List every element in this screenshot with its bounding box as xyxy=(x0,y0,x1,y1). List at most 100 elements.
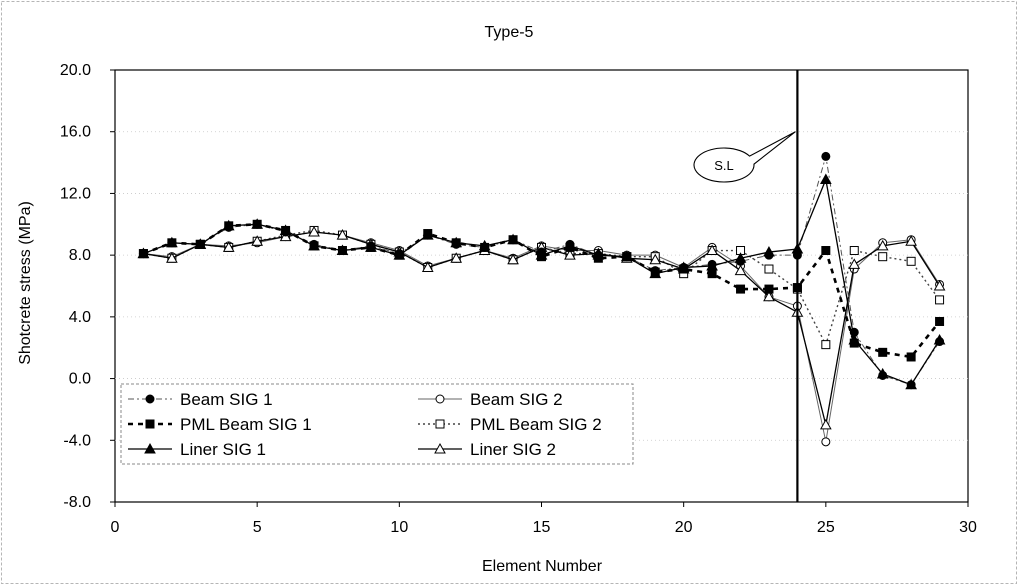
x-tick-label: 15 xyxy=(533,519,551,536)
data-point xyxy=(450,236,463,248)
legend-entry: Liner SIG 1 xyxy=(128,440,266,459)
data-point xyxy=(564,239,576,251)
data-point xyxy=(365,241,377,252)
y-tick-label: 20.0 xyxy=(60,62,91,79)
y-tick-label: 12.0 xyxy=(60,185,91,202)
x-tick-label: 10 xyxy=(390,519,408,536)
data-point xyxy=(905,378,917,390)
series-liner-sig-1 xyxy=(137,173,946,390)
chart-title: Type-5 xyxy=(485,24,534,41)
data-point xyxy=(535,249,548,260)
legend-entry: Beam SIG 2 xyxy=(418,390,563,409)
data-point xyxy=(876,367,889,379)
data-point xyxy=(764,284,774,294)
x-tick-label: 30 xyxy=(959,519,977,536)
annotation-text: S.L xyxy=(714,158,734,173)
data-point xyxy=(821,437,831,447)
legend-label: PML Beam SIG 2 xyxy=(470,415,602,434)
legend-entry: Beam SIG 1 xyxy=(128,390,273,409)
legend-entry: Liner SIG 2 xyxy=(418,440,556,459)
data-point xyxy=(764,264,774,274)
legend-marker xyxy=(145,419,155,429)
legend-label: PML Beam SIG 1 xyxy=(180,415,312,434)
legend-box xyxy=(120,383,634,465)
data-point xyxy=(137,247,150,259)
axis-ticks: -8.0 -4.0 0.0 4.0 8.0 12.0 16.0 20.0 0 5 10 15 20 25 3… xyxy=(60,62,977,536)
data-point xyxy=(819,173,832,185)
data-point xyxy=(707,269,717,279)
data-point xyxy=(734,252,747,263)
data-point xyxy=(906,256,916,266)
data-point xyxy=(507,253,519,265)
x-tick-label: 5 xyxy=(253,519,262,536)
legend-marker xyxy=(435,394,445,404)
data-point xyxy=(308,239,320,251)
x-tick-label: 0 xyxy=(111,519,120,536)
data-point xyxy=(450,252,463,263)
data-point xyxy=(336,229,349,240)
x-tick-label: 25 xyxy=(817,519,835,536)
data-point xyxy=(279,224,292,235)
y-tick-label: 8.0 xyxy=(69,247,91,264)
legend: Beam SIG 1 Beam SIG 2 PML Beam SIG 1 PML Be… xyxy=(120,383,634,465)
data-point xyxy=(620,250,633,262)
y-tick-label: 16.0 xyxy=(60,124,91,141)
data-point xyxy=(564,249,576,260)
data-point xyxy=(336,244,349,256)
legend-marker xyxy=(435,419,445,429)
y-tick-label: -4.0 xyxy=(63,432,91,449)
data-point xyxy=(849,246,859,256)
data-point xyxy=(763,290,775,302)
y-tick-label: 0.0 xyxy=(69,371,91,388)
x-tick-label: 20 xyxy=(675,519,693,536)
data-point xyxy=(222,219,235,231)
data-point xyxy=(194,238,207,249)
data-point xyxy=(878,347,888,357)
legend-entry: PML Beam SIG 2 xyxy=(418,415,602,434)
data-point xyxy=(507,233,519,245)
data-point xyxy=(933,333,946,345)
data-point xyxy=(878,252,888,262)
legend-marker xyxy=(434,442,446,454)
data-point xyxy=(649,253,662,265)
data-point xyxy=(821,340,831,350)
data-point xyxy=(393,249,406,260)
annotation-callout xyxy=(693,131,796,183)
data-point xyxy=(308,225,320,237)
data-point xyxy=(166,252,178,263)
data-point xyxy=(706,259,718,271)
legend-entry: PML Beam SIG 1 xyxy=(128,415,312,434)
legend-marker xyxy=(145,394,155,404)
data-point xyxy=(848,333,861,345)
data-point xyxy=(251,218,264,229)
data-point xyxy=(592,249,605,260)
data-point xyxy=(906,352,916,362)
data-point xyxy=(935,295,945,305)
data-point xyxy=(251,235,264,246)
data-point xyxy=(421,261,434,272)
data-point xyxy=(222,241,235,252)
legend-label: Liner SIG 2 xyxy=(470,440,556,459)
data-point xyxy=(876,239,889,251)
y-tick-label: 4.0 xyxy=(69,309,91,326)
sl-annotation: S.L xyxy=(693,131,796,183)
data-point xyxy=(848,258,861,269)
data-point xyxy=(933,279,946,291)
data-point xyxy=(166,236,178,248)
data-point xyxy=(763,246,775,257)
x-axis-label: Element Number xyxy=(482,558,603,575)
data-point xyxy=(421,229,434,240)
data-point xyxy=(677,261,690,272)
y-axis-label: Shotcrete stress (MPa) xyxy=(17,201,34,365)
data-point xyxy=(821,151,831,161)
data-point xyxy=(734,264,747,276)
data-point xyxy=(706,244,718,256)
y-tick-label: -8.0 xyxy=(63,494,91,511)
legend-label: Beam SIG 1 xyxy=(180,390,273,409)
data-point xyxy=(478,239,491,251)
legend-label: Liner SIG 1 xyxy=(180,440,266,459)
data-point xyxy=(905,235,917,246)
